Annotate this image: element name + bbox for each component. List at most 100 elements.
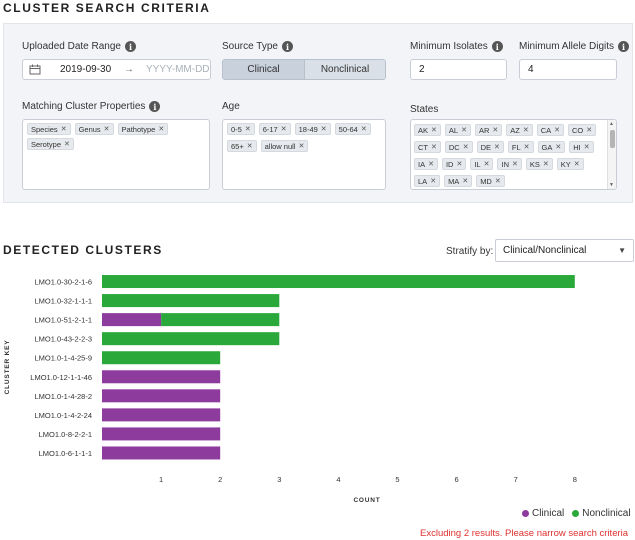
tag-state[interactable]: MD ✕ bbox=[476, 175, 505, 187]
remove-icon[interactable]: ✕ bbox=[522, 127, 529, 134]
tag-state[interactable]: LA ✕ bbox=[414, 175, 441, 187]
states-multiselect[interactable]: AK ✕ AL ✕ AR ✕ AZ ✕ CA ✕ CO ✕ CT ✕ DC ✕ DE ✕ FL ✕ GA ✕ HI ✕ IA ✕ I… bbox=[410, 119, 617, 190]
states-scrollbar[interactable]: ▲ ▼ bbox=[607, 120, 616, 189]
tag-age[interactable]: 65+ ✕ bbox=[227, 140, 257, 152]
bar-clinical[interactable] bbox=[102, 446, 221, 460]
bar-nonclinical[interactable] bbox=[102, 351, 221, 365]
remove-icon[interactable]: ✕ bbox=[583, 144, 590, 151]
date-range-field[interactable]: 2019-09-30 → YYYY-MM-DD bbox=[22, 59, 211, 80]
calendar-icon[interactable] bbox=[29, 64, 41, 75]
remove-icon[interactable]: ✕ bbox=[494, 178, 501, 185]
tag-species[interactable]: Species ✕ bbox=[27, 123, 71, 135]
remove-icon[interactable]: ✕ bbox=[483, 161, 490, 168]
remove-icon[interactable]: ✕ bbox=[555, 144, 562, 151]
tag-age[interactable]: 18-49 ✕ bbox=[294, 123, 331, 135]
cluster-properties-multiselect[interactable]: Species ✕ Genus ✕ Pathotype ✕ Serotype ✕ bbox=[22, 119, 210, 190]
remove-icon[interactable]: ✕ bbox=[431, 144, 437, 151]
tag-age[interactable]: 50-64 ✕ bbox=[334, 123, 371, 135]
x-tick-label: 1 bbox=[159, 475, 163, 484]
remove-icon[interactable]: ✕ bbox=[64, 141, 70, 148]
bar-clinical[interactable] bbox=[102, 370, 221, 384]
tag-state[interactable]: CO ✕ bbox=[568, 124, 597, 136]
remove-icon[interactable]: ✕ bbox=[158, 126, 165, 133]
chevron-down-icon: ▼ bbox=[618, 246, 626, 255]
tag-state[interactable]: MA ✕ bbox=[444, 175, 473, 187]
remove-icon[interactable]: ✕ bbox=[428, 161, 434, 168]
source-type-toggle[interactable]: Clinical Nonclinical bbox=[222, 59, 386, 80]
scroll-up-icon[interactable]: ▲ bbox=[609, 121, 614, 127]
remove-icon[interactable]: ✕ bbox=[586, 127, 593, 134]
tag-state[interactable]: IN ✕ bbox=[497, 158, 522, 170]
tag-state[interactable]: DC ✕ bbox=[444, 141, 473, 153]
remove-icon[interactable]: ✕ bbox=[246, 143, 253, 150]
minimum-isolates-input[interactable]: 2 bbox=[410, 59, 507, 80]
bar-nonclinical[interactable] bbox=[102, 275, 575, 289]
bar-clinical[interactable] bbox=[102, 313, 162, 327]
legend-clinical[interactable]: Clinical bbox=[522, 508, 564, 519]
remove-icon[interactable]: ✕ bbox=[511, 161, 518, 168]
scroll-down-icon[interactable]: ▼ bbox=[609, 182, 614, 188]
bar-clinical[interactable] bbox=[102, 408, 221, 422]
remove-icon[interactable]: ✕ bbox=[60, 126, 67, 133]
remove-icon[interactable]: ✕ bbox=[430, 178, 437, 185]
source-type-nonclinical[interactable]: Nonclinical bbox=[304, 60, 385, 79]
remove-icon[interactable]: ✕ bbox=[298, 143, 305, 150]
remove-icon[interactable]: ✕ bbox=[542, 161, 549, 168]
tag-pathotype[interactable]: Pathotype ✕ bbox=[117, 123, 169, 135]
tag-state[interactable]: IA ✕ bbox=[414, 158, 438, 170]
bar-nonclinical[interactable] bbox=[102, 332, 280, 346]
remove-icon[interactable]: ✕ bbox=[554, 127, 561, 134]
remove-icon[interactable]: ✕ bbox=[462, 178, 469, 185]
date-to-input[interactable]: YYYY-MM-DD bbox=[146, 64, 210, 75]
tag-state[interactable]: AL ✕ bbox=[444, 124, 471, 136]
bar-clinical[interactable] bbox=[102, 427, 221, 441]
minimum-allele-digits-input[interactable]: 4 bbox=[519, 59, 617, 80]
tag-serotype[interactable]: Serotype ✕ bbox=[27, 138, 74, 150]
stratify-select[interactable]: Clinical/Nonclinical ▼ bbox=[495, 239, 634, 262]
date-from-input[interactable]: 2019-09-30 bbox=[60, 64, 112, 75]
remove-icon[interactable]: ✕ bbox=[320, 126, 327, 133]
remove-icon[interactable]: ✕ bbox=[360, 126, 367, 133]
remove-icon[interactable]: ✕ bbox=[280, 126, 287, 133]
tag-age[interactable]: 6-17 ✕ bbox=[258, 123, 291, 135]
remove-icon[interactable]: ✕ bbox=[461, 127, 467, 134]
tag-state[interactable]: HI ✕ bbox=[569, 141, 594, 153]
tag-age[interactable]: allow null ✕ bbox=[260, 140, 309, 152]
scrollbar-thumb[interactable] bbox=[610, 130, 615, 148]
tag-state[interactable]: IL ✕ bbox=[470, 158, 494, 170]
legend-nonclinical[interactable]: Nonclinical bbox=[572, 508, 631, 519]
remove-icon[interactable]: ✕ bbox=[431, 127, 437, 134]
bar-nonclinical[interactable] bbox=[161, 313, 280, 327]
tag-state[interactable]: ID ✕ bbox=[441, 158, 467, 170]
tag-state[interactable]: AR ✕ bbox=[474, 124, 503, 136]
info-icon[interactable]: i bbox=[149, 101, 161, 112]
info-icon[interactable]: i bbox=[618, 41, 630, 52]
tag-state[interactable]: KY ✕ bbox=[556, 158, 584, 170]
tag-state[interactable]: DE ✕ bbox=[476, 141, 504, 153]
remove-icon[interactable]: ✕ bbox=[244, 126, 251, 133]
tag-state[interactable]: CA ✕ bbox=[536, 124, 565, 136]
remove-icon[interactable]: ✕ bbox=[573, 161, 580, 168]
info-icon[interactable]: i bbox=[491, 41, 503, 52]
tag-state[interactable]: KS ✕ bbox=[525, 158, 553, 170]
remove-icon[interactable]: ✕ bbox=[523, 144, 530, 151]
tag-state[interactable]: FL ✕ bbox=[507, 141, 534, 153]
tag-age[interactable]: 0-5 ✕ bbox=[227, 123, 255, 135]
info-icon[interactable]: i bbox=[281, 41, 293, 52]
bar-nonclinical[interactable] bbox=[102, 294, 280, 308]
remove-icon[interactable]: ✕ bbox=[492, 127, 499, 134]
tag-state[interactable]: GA ✕ bbox=[537, 141, 566, 153]
remove-icon[interactable]: ✕ bbox=[103, 126, 110, 133]
remove-icon[interactable]: ✕ bbox=[456, 161, 463, 168]
remove-icon[interactable]: ✕ bbox=[462, 144, 469, 151]
age-multiselect[interactable]: 0-5 ✕ 6-17 ✕ 18-49 ✕ 50-64 ✕ 65+ ✕ allow null… bbox=[222, 119, 386, 190]
tag-state[interactable]: CT ✕ bbox=[414, 141, 441, 153]
bar-clinical[interactable] bbox=[102, 389, 221, 403]
info-icon[interactable]: i bbox=[124, 41, 136, 52]
uploaded-date-range-label: Uploaded Date Range i bbox=[22, 41, 136, 52]
tag-state[interactable]: AK ✕ bbox=[414, 124, 441, 136]
remove-icon[interactable]: ✕ bbox=[494, 144, 500, 151]
tag-genus[interactable]: Genus ✕ bbox=[74, 123, 114, 135]
source-type-clinical[interactable]: Clinical bbox=[223, 60, 304, 79]
tag-state[interactable]: AZ ✕ bbox=[506, 124, 533, 136]
